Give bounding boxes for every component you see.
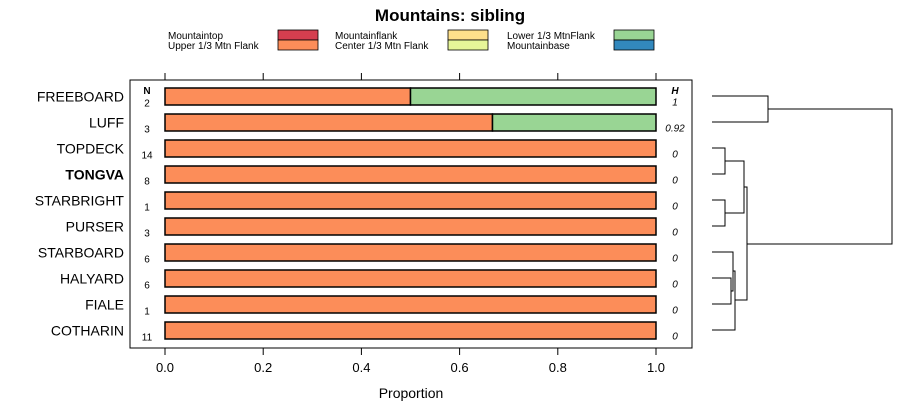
legend-label-lower-1-3-mtnflank: Lower 1/3 MtnFlank: [507, 31, 596, 42]
h-value: 0: [672, 150, 678, 161]
x-tick-label: 0.6: [451, 360, 469, 375]
x-tick-label: 0.0: [156, 360, 174, 375]
h-value: 0: [672, 306, 678, 317]
category-label: TONGVA: [65, 167, 124, 183]
row-freeboard: FREEBOARD 2 1: [37, 87, 678, 110]
row-purser: PURSER 3 0: [66, 217, 678, 240]
category-label: PURSER: [66, 219, 124, 235]
dendrogram-branch: [712, 199, 726, 227]
x-tick-label: 1.0: [647, 360, 665, 375]
category-label: COTHARIN: [51, 323, 124, 339]
row-tongva: TONGVA 8 0: [65, 165, 678, 188]
bar-segment-upper-1-3-mtn-flank: [164, 217, 657, 236]
plot-panel: [129, 79, 693, 349]
row-luff: LUFF 3 0.92: [89, 113, 685, 136]
legend-label-mountainflank: Mountainflank: [335, 31, 398, 42]
n-value: 3: [144, 229, 150, 240]
row-starbright: STARBRIGHT 1 0: [35, 191, 678, 214]
dendrogram-branch: [712, 251, 734, 292]
bar-segment-upper-1-3-mtn-flank: [164, 321, 657, 340]
h-value: 0: [672, 202, 678, 213]
x-tick-label: 0.8: [549, 360, 567, 375]
category-label: LUFF: [89, 115, 124, 131]
h-value: 0.92: [665, 124, 685, 135]
h-value: 0: [672, 176, 678, 187]
bar-segment-upper-1-3-mtn-flank: [164, 269, 657, 288]
row-topdeck: TOPDECK 14 0: [57, 139, 678, 162]
x-axis: 0.0 0.2 0.4 0.6 0.8 1.0: [156, 73, 665, 375]
category-label: FREEBOARD: [37, 89, 124, 105]
n-value: 6: [144, 255, 150, 266]
legend-label-mountainbase: Mountainbase: [507, 41, 570, 52]
dendrogram: [712, 95, 893, 331]
n-value: 14: [141, 151, 153, 162]
dendrogram-branch: [712, 270, 736, 331]
x-tick-label: 0.2: [254, 360, 272, 375]
dendrogram-branch: [747, 108, 893, 245]
legend-swatch-upper-1-3-mtn-flank: [277, 39, 319, 51]
dendrogram-branch: [712, 95, 769, 123]
h-value: 0: [672, 254, 678, 265]
x-axis-label: Proportion: [379, 385, 444, 401]
legend-label-center-1-3-mtn-flank: Center 1/3 Mtn Flank: [335, 41, 429, 52]
bar-segment-upper-1-3-mtn-flank: [164, 191, 657, 210]
n-value: 6: [144, 281, 150, 292]
row-cotharin: COTHARIN 11 0: [51, 321, 678, 344]
row-halyard: HALYARD 6 0: [60, 269, 678, 292]
n-value: 8: [144, 177, 150, 188]
row-starboard: STARBOARD 6 0: [38, 243, 678, 266]
bar-segment-upper-1-3-mtn-flank: [164, 165, 657, 184]
category-label: HALYARD: [60, 271, 124, 287]
category-label: TOPDECK: [57, 141, 125, 157]
n-column-header: N: [143, 86, 150, 97]
bar-segment-lower-1-3-mtnflank: [491, 113, 657, 132]
n-value: 3: [144, 125, 150, 136]
legend-swatch-mountainbase: [613, 39, 655, 51]
category-label: STARBRIGHT: [35, 193, 125, 209]
category-label: STARBOARD: [38, 245, 124, 261]
bar-segment-upper-1-3-mtn-flank: [164, 139, 657, 158]
h-value: 0: [672, 280, 678, 291]
dendrogram-branch: [735, 186, 748, 301]
row-fiale: FIALE 1 0: [85, 295, 678, 318]
h-column-header: H: [671, 86, 679, 97]
legend-label-upper-1-3-mtn-flank: Upper 1/3 Mtn Flank: [168, 41, 260, 52]
dendrogram-branch: [725, 160, 745, 214]
bar-segment-upper-1-3-mtn-flank: [164, 87, 412, 106]
category-label: FIALE: [85, 297, 124, 313]
h-value: 0: [672, 228, 678, 239]
n-value: 1: [144, 203, 150, 214]
h-value: 1: [672, 98, 678, 109]
dendrogram-branch: [712, 147, 726, 175]
bar-segment-upper-1-3-mtn-flank: [164, 113, 494, 132]
n-value: 2: [144, 99, 150, 110]
legend-swatch-center-1-3-mtn-flank: [447, 39, 489, 51]
bar-segment-upper-1-3-mtn-flank: [164, 243, 657, 262]
legend-swatch-lower-1-3-mtnflank: [613, 29, 655, 41]
h-value: 0: [672, 332, 678, 343]
bar-segment-upper-1-3-mtn-flank: [164, 295, 657, 314]
x-tick-label: 0.4: [352, 360, 370, 375]
bar-segment-lower-1-3-mtnflank: [409, 87, 657, 106]
dendrogram-branch: [712, 277, 732, 305]
legend-label-mountaintop: Mountaintop: [168, 31, 223, 42]
n-value: 11: [142, 333, 153, 344]
legend-swatch-mountainflank: [447, 29, 489, 41]
n-value: 1: [144, 307, 150, 318]
legend-swatch-mountaintop: [277, 29, 319, 41]
chart-title: Mountains: sibling: [375, 6, 525, 25]
